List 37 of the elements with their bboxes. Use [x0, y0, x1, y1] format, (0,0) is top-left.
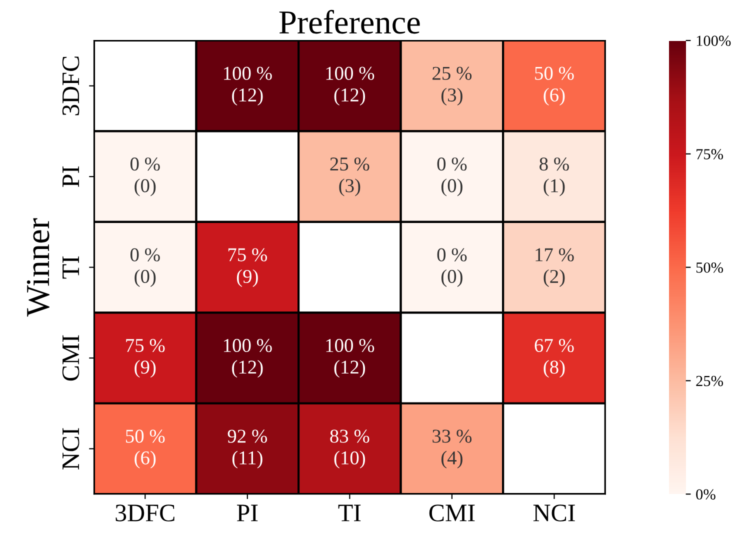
data-label: 17 % (2): [536, 248, 574, 287]
chart-title: Preference: [279, 10, 420, 34]
data-label: 33 % (4): [432, 430, 472, 468]
x-tick-label: 3DFC: [116, 504, 174, 522]
data-label: 100 % (12): [224, 338, 272, 378]
data-label: 0 % (0): [130, 248, 160, 287]
data-label: 75 % (9): [126, 338, 165, 378]
y-tick-label: CMI: [62, 335, 80, 381]
data-label: 92 % (11): [228, 430, 267, 468]
x-tick-label: PI: [237, 504, 258, 522]
data-label: 75 % (9): [228, 248, 267, 287]
data-label: 100 % (12): [224, 66, 272, 106]
data-label: 67 % (8): [534, 338, 574, 378]
data-label: 83 % (10): [330, 430, 370, 468]
y-tick-label: TI: [62, 256, 79, 279]
x-tick-label: CMI: [429, 504, 475, 522]
color-bar-label: 25%: [696, 376, 724, 386]
y-tick-label: 3DFC: [62, 56, 80, 116]
data-label: 0 % (0): [437, 157, 467, 196]
data-label: 50 % (6): [126, 430, 165, 468]
y-axis-title: Winner: [26, 218, 50, 317]
color-bar-label: 0%: [696, 489, 716, 500]
data-label: 0 % (0): [437, 248, 467, 287]
data-label: 50 % (6): [535, 66, 574, 106]
y-tick-label: NCI: [62, 428, 80, 470]
color-bar-label: 100%: [696, 36, 731, 46]
x-tick-label: NCI: [533, 504, 575, 522]
data-label: 25 % (3): [330, 157, 370, 196]
data-label: 100 % (12): [326, 66, 374, 106]
data-label: 8 % (1): [540, 157, 569, 196]
data-label: 0 % (0): [130, 157, 160, 196]
color-bar-label: 75%: [696, 149, 724, 160]
x-tick-label: TI: [338, 504, 361, 522]
color-bar-label: 50%: [696, 262, 724, 273]
data-label: 25 % (3): [432, 66, 472, 106]
y-tick-label: PI: [62, 166, 79, 187]
data-label: 100 % (12): [326, 338, 374, 378]
